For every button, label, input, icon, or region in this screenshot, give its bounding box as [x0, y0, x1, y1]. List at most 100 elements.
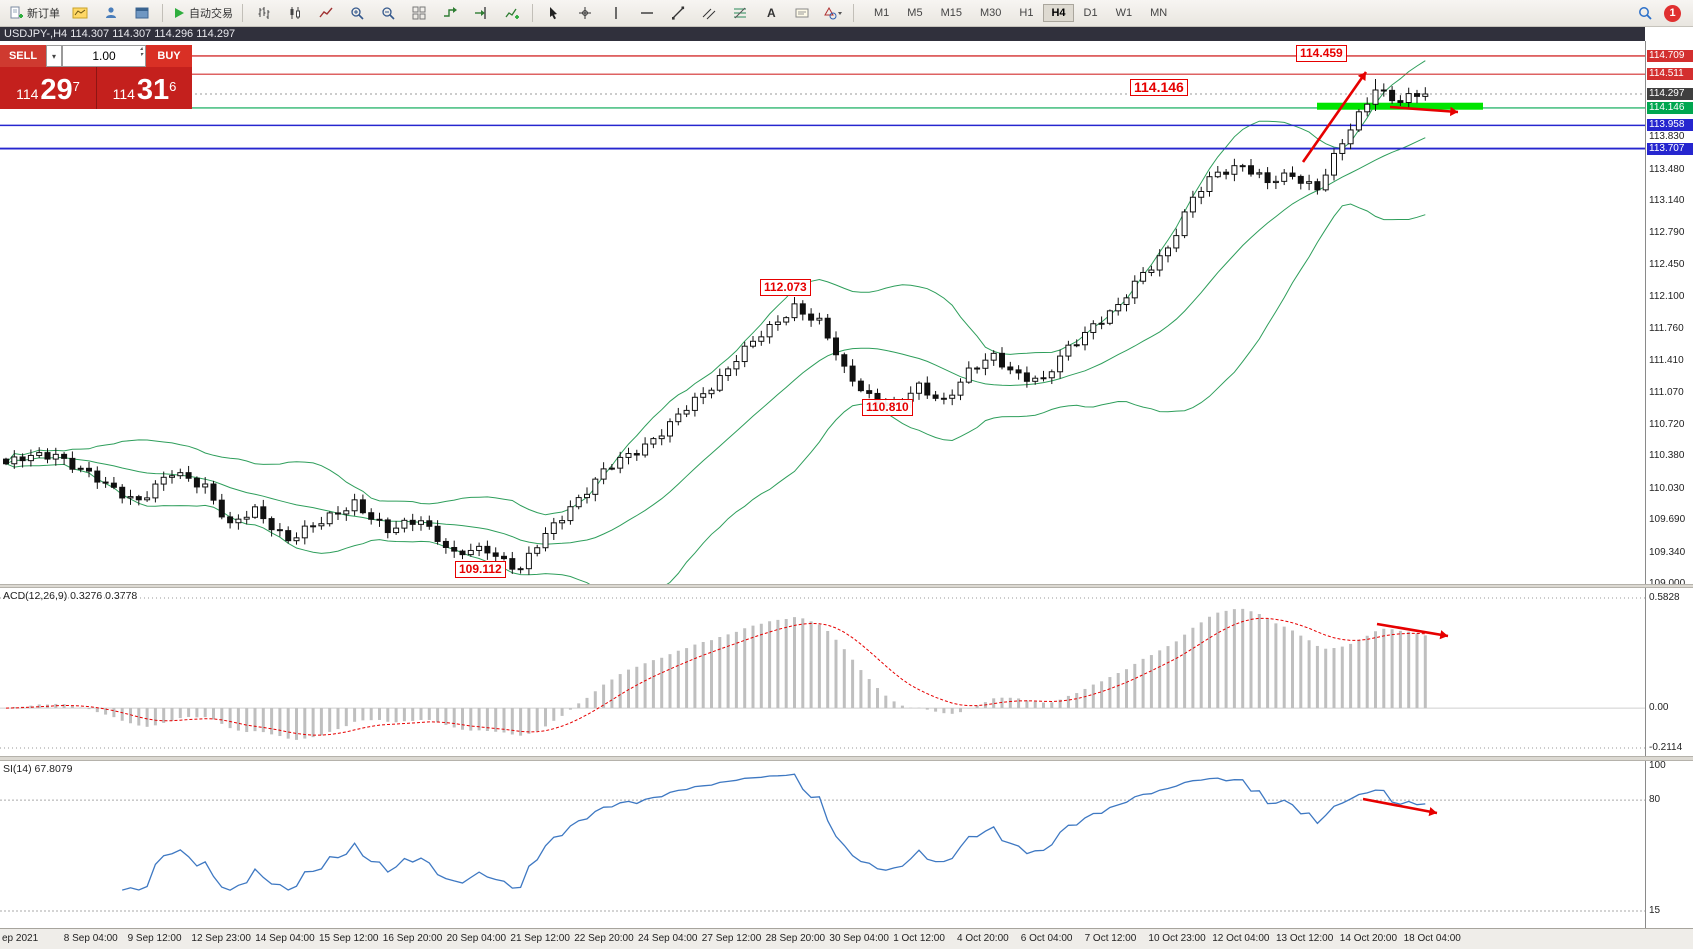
indicators-button[interactable] [497, 2, 526, 25]
time-axis-label: 15 Sep 12:00 [319, 933, 379, 944]
new-order-button[interactable]: 新订单 [5, 2, 63, 25]
timeframe-button-m15[interactable]: M15 [940, 7, 962, 19]
buy-button[interactable]: BUY [146, 45, 192, 67]
time-axis[interactable]: ep 2021 8 Sep 04:00 9 Sep 12:00 12 Sep 23:0… [0, 928, 1693, 949]
buy-price-big-figure: 114 [112, 86, 135, 102]
price-axis-label: 110.030 [1649, 482, 1685, 494]
ohlc-bars-button[interactable] [249, 2, 278, 25]
rsi-panel[interactable] [0, 761, 1645, 928]
price-axis-label: 114.511 [1647, 68, 1693, 81]
channel-button[interactable] [694, 2, 723, 25]
timeframe-group: M1 M5 M15 M30 H1 H4 D1 W1 MN [865, 4, 1176, 22]
profiles-button[interactable] [96, 2, 125, 25]
time-axis-label: 10 Oct 23:00 [1148, 933, 1206, 944]
time-axis-label: 24 Sep 04:00 [638, 933, 698, 944]
sell-price-point: 7 [72, 79, 80, 94]
shapes-button[interactable] [818, 2, 847, 25]
chart-shift-icon [473, 5, 489, 21]
macd-indicator-label: ACD(12,26,9) 0.3276 0.3778 [3, 590, 138, 602]
toolbar-separator [532, 4, 533, 22]
rsi-axis-label: 100 [1649, 760, 1666, 771]
autotrading-button[interactable]: 自动交易 [169, 2, 236, 25]
autotrading-icon [172, 6, 186, 20]
candlestick-chart-button[interactable] [280, 2, 309, 25]
timeframe-button-d1[interactable]: D1 [1083, 7, 1098, 19]
chart-shift-button[interactable] [466, 2, 495, 25]
timeframe-button-h4[interactable]: H4 [1043, 4, 1074, 22]
price-axis-label: 114.297 [1647, 88, 1693, 100]
chart-window-icon [72, 5, 88, 21]
time-axis-label: 4 Oct 20:00 [957, 933, 1009, 944]
volume-spinner[interactable]: ▴ ▾ [139, 46, 143, 58]
profile-icon [103, 5, 119, 21]
time-axis-label: 8 Sep 04:00 [63, 933, 118, 944]
zoom-out-icon [380, 5, 396, 21]
timeframe-button-m1[interactable]: M1 [874, 7, 890, 19]
price-axis-label: 111.760 [1649, 322, 1684, 334]
price-axis-label: 109.690 [1649, 514, 1686, 526]
line-chart-button[interactable] [311, 2, 340, 25]
horizontal-line-button[interactable] [632, 2, 661, 25]
time-axis-label: 21 Sep 12:00 [510, 933, 570, 944]
shapes-icon [823, 5, 843, 21]
toolbar-separator [853, 4, 854, 22]
panel-splitter[interactable] [0, 584, 1693, 588]
time-axis-label: 13 Oct 12:00 [1276, 933, 1334, 944]
search-button[interactable] [1630, 2, 1659, 25]
horizontal-line-icon [639, 5, 655, 21]
notification-badge[interactable]: 1 [1664, 4, 1681, 22]
vertical-line-icon [608, 5, 624, 21]
volume-input[interactable]: 1.00 ▴ ▾ [62, 45, 146, 67]
sell-price-display[interactable]: 114 29 7 [0, 67, 96, 109]
timeframe-button-mn[interactable]: MN [1150, 7, 1168, 19]
zoom-in-icon [349, 5, 365, 21]
time-axis-label: 18 Oct 04:00 [1403, 933, 1461, 944]
zoom-out-button[interactable] [373, 2, 402, 25]
sell-price-big-figure: 114 [16, 86, 39, 102]
text-button[interactable]: A [756, 2, 785, 25]
buy-price-pips: 31 [136, 74, 170, 106]
sell-price-pips: 29 [40, 74, 73, 106]
main-price-chart[interactable] [0, 41, 1645, 584]
panel-splitter[interactable] [0, 756, 1693, 761]
vertical-line-button[interactable] [601, 2, 630, 25]
text-label-button[interactable] [787, 2, 816, 25]
price-axis[interactable]: 114.709 114.511 114.297 114.146 113.958 113.8… [1645, 41, 1693, 928]
price-axis-label: 109.340 [1649, 546, 1686, 558]
cursor-button[interactable] [539, 2, 568, 25]
time-axis-label: 1 Oct 12:00 [893, 933, 945, 944]
timeframe-button-w1[interactable]: W1 [1115, 7, 1133, 19]
macd-axis-label: -0.2114 [1649, 742, 1683, 753]
fibonacci-button[interactable] [725, 2, 754, 25]
data-window-button[interactable] [127, 2, 156, 25]
rsi-axis-label: 15 [1649, 905, 1661, 916]
timeframe-button-m30[interactable]: M30 [979, 7, 1002, 19]
price-axis-label: 113.830 [1649, 131, 1685, 143]
zoom-in-button[interactable] [342, 2, 371, 25]
crosshair-button[interactable] [570, 2, 599, 25]
volume-dropdown[interactable]: ▾ [46, 45, 62, 67]
autotrading-label: 自动交易 [189, 8, 233, 20]
buy-price-display[interactable]: 114 31 6 [96, 67, 192, 109]
cursor-icon [546, 5, 562, 21]
price-axis-label: 110.720 [1649, 418, 1685, 430]
trendline-button[interactable] [663, 2, 692, 25]
candlestick-icon [287, 5, 303, 21]
timeframe-button-m5[interactable]: M5 [907, 7, 923, 19]
price-axis-label: 109.000 [1647, 578, 1693, 590]
price-axis-label: 111.410 [1649, 355, 1684, 367]
auto-scroll-button[interactable] [435, 2, 464, 25]
chart-window-button[interactable] [65, 2, 94, 25]
search-icon [1637, 5, 1653, 21]
price-axis-label: 113.480 [1649, 163, 1685, 175]
time-axis-label: 12 Oct 04:00 [1212, 933, 1270, 944]
ohlc-bars-icon [256, 5, 272, 21]
tile-windows-button[interactable] [404, 2, 433, 25]
macd-panel[interactable] [0, 588, 1645, 756]
toolbar-separator [242, 4, 243, 22]
channel-icon [701, 5, 717, 21]
auto-scroll-icon [442, 5, 458, 21]
timeframe-button-h1[interactable]: H1 [1019, 7, 1034, 19]
sell-button[interactable]: SELL [0, 45, 46, 67]
time-axis-label: 6 Oct 04:00 [1020, 933, 1073, 944]
